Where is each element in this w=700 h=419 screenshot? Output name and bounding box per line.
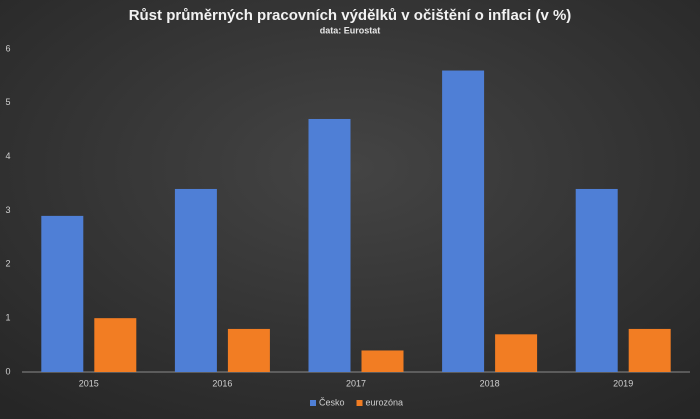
y-tick-label: 2 <box>5 259 10 269</box>
y-tick-label: 1 <box>5 313 10 323</box>
legend-label: Česko <box>319 397 345 407</box>
bar <box>495 334 538 372</box>
x-tick-label: 2017 <box>346 378 366 388</box>
x-tick-label: 2016 <box>212 378 232 388</box>
bar <box>628 328 671 372</box>
y-tick-label: 5 <box>5 97 10 107</box>
bar <box>308 118 351 372</box>
bar <box>442 70 485 373</box>
chart-subtitle: data: Eurostat <box>320 25 381 35</box>
x-tick-label: 2015 <box>79 378 99 388</box>
y-tick-label: 0 <box>5 366 10 376</box>
chart-title: Růst průměrných pracovních výdělků v oči… <box>129 7 572 24</box>
bar <box>41 215 84 372</box>
bar <box>575 188 618 372</box>
legend-swatch <box>356 400 363 406</box>
bar <box>361 350 404 372</box>
legend-label: eurozóna <box>366 397 404 407</box>
y-tick-label: 4 <box>5 151 10 161</box>
bar <box>174 188 217 372</box>
bar <box>227 328 270 372</box>
x-tick-label: 2019 <box>613 378 633 388</box>
legend-swatch <box>310 400 316 406</box>
y-tick-label: 6 <box>5 43 10 53</box>
bar <box>94 318 137 372</box>
y-tick-label: 3 <box>5 205 10 215</box>
x-tick-label: 2018 <box>480 378 500 388</box>
